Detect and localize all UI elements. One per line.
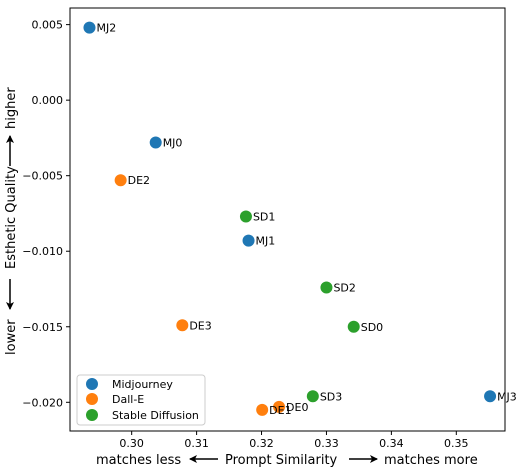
x-axis-label-more: matches more (384, 453, 478, 468)
y-tick-label: 0.005 (32, 19, 64, 32)
y-tick-label: −0.005 (22, 170, 63, 183)
plot-area-frame (69, 7, 506, 432)
x-tick-label: 0.31 (184, 437, 209, 450)
point-label-mj2: MJ2 (96, 22, 116, 35)
point-label-de0: DE0 (286, 401, 308, 414)
legend-marker-dall-e (86, 393, 98, 405)
point-label-sd0: SD0 (361, 321, 383, 334)
y-axis-label-higher: higher (4, 87, 19, 129)
data-point-de3 (176, 319, 189, 332)
data-point-de2 (114, 174, 127, 187)
y-tick-label: −0.020 (22, 396, 63, 409)
data-point-mj2 (83, 21, 96, 34)
point-label-mj0: MJ0 (163, 136, 183, 149)
x-tick-label: 0.35 (444, 437, 469, 450)
data-point-mj3 (484, 390, 497, 403)
point-label-mj3: MJ3 (497, 390, 517, 403)
data-point-mj0 (149, 136, 162, 149)
y-axis-label: Esthetic Quality (4, 166, 19, 269)
y-axis-title: lower Esthetic Quality higher (4, 87, 19, 355)
point-label-sd1: SD1 (253, 210, 275, 223)
data-point-sd2 (320, 281, 333, 294)
data-point-sd1 (239, 210, 252, 223)
legend-marker-stable-diffusion (86, 409, 98, 421)
point-label-sd3: SD3 (320, 390, 342, 403)
point-label-de2: DE2 (128, 174, 150, 187)
legend-label-midjourney: Midjourney (112, 378, 173, 391)
point-label-mj1: MJ1 (256, 235, 276, 248)
x-axis-ticks: 0.30 0.31 0.32 0.33 0.34 0.35 (119, 431, 469, 450)
y-axis-ticks: 0.005 0.000 −0.005 −0.010 −0.015 −0.020 (22, 19, 70, 409)
data-points (83, 21, 497, 416)
y-tick-label: −0.015 (22, 321, 63, 334)
data-point-de0 (273, 400, 286, 413)
x-axis-label: Prompt Similarity (225, 453, 338, 468)
x-tick-label: 0.34 (379, 437, 404, 450)
data-point-sd0 (347, 320, 360, 333)
x-tick-label: 0.33 (314, 437, 339, 450)
x-tick-label: 0.32 (249, 437, 274, 450)
x-axis-title: matches less Prompt Similarity matches m… (96, 453, 478, 468)
y-axis-label-lower: lower (4, 319, 19, 355)
data-point-mj1 (242, 234, 255, 247)
legend-label-dall-e: Dall-E (112, 393, 144, 406)
legend: Midjourney Dall-E Stable Diffusion (76, 374, 206, 426)
data-point-sd3 (306, 390, 319, 403)
point-label-sd2: SD2 (333, 281, 355, 294)
legend-label-stable-diffusion: Stable Diffusion (112, 409, 199, 422)
data-point-de1 (256, 403, 269, 416)
x-axis-label-less: matches less (96, 453, 181, 468)
legend-marker-midjourney (86, 378, 98, 390)
x-tick-label: 0.30 (119, 437, 144, 450)
y-tick-label: 0.000 (32, 94, 64, 107)
y-tick-label: −0.010 (22, 245, 63, 258)
legend-box (76, 374, 206, 426)
point-label-de1: DE1 (269, 404, 291, 417)
point-label-de3: DE3 (189, 319, 211, 332)
